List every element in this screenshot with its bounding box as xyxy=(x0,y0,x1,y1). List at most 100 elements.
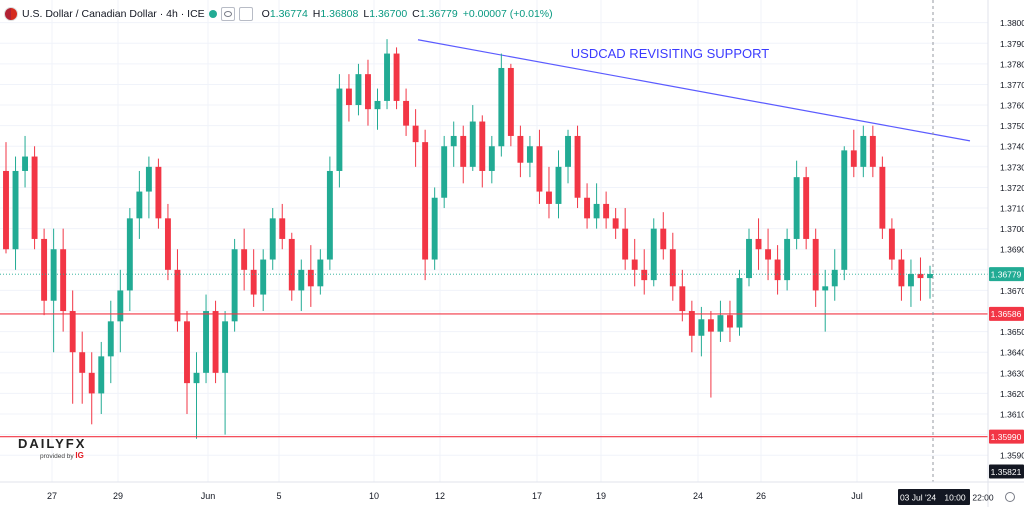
grid xyxy=(0,0,988,482)
candle-up xyxy=(260,249,267,312)
provided-by-text: provided by xyxy=(40,453,74,460)
candle-down xyxy=(612,208,619,239)
candle-up xyxy=(650,218,657,287)
candle-body xyxy=(317,259,324,287)
candle-body xyxy=(612,218,619,229)
candle-body xyxy=(41,238,48,301)
candle-body xyxy=(526,146,533,163)
candle-body xyxy=(822,286,829,291)
ohlc-item: H1.36808 xyxy=(313,8,359,20)
candle-up xyxy=(231,238,238,332)
candle-body xyxy=(850,150,857,167)
candle-up xyxy=(374,88,381,130)
resistance-trendline xyxy=(417,39,971,142)
candle-down xyxy=(307,245,314,307)
ohlc-values: O1.36774 H1.36808 L1.36700 C1.36779 +0.00007… xyxy=(257,8,553,20)
symbol-title[interactable]: U.S. Dollar / Canadian Dollar · 4h · ICE xyxy=(22,8,205,20)
candle-body xyxy=(479,121,486,171)
price-label: 1.36586 xyxy=(991,309,1022,319)
candle-body xyxy=(174,269,181,322)
candle-body xyxy=(717,315,724,332)
ohlc-label: H xyxy=(312,8,321,20)
candle-body xyxy=(345,88,352,106)
candle-down xyxy=(365,59,371,126)
candle-up xyxy=(488,135,495,184)
candle-down xyxy=(631,238,638,287)
candle-up xyxy=(136,170,143,239)
candle-down xyxy=(279,203,286,250)
candle-body xyxy=(707,319,714,332)
candle-up xyxy=(860,125,867,178)
candle-body xyxy=(184,321,190,384)
candle-body xyxy=(393,53,400,101)
candle-body xyxy=(765,249,772,260)
candle-down xyxy=(3,142,9,254)
candle-body xyxy=(88,372,95,394)
candle-up xyxy=(565,129,571,184)
candle-down xyxy=(69,290,76,404)
symbol-legend[interactable]: U.S. Dollar / Canadian Dollar · 4h · ICE… xyxy=(4,6,553,22)
candle-body xyxy=(203,311,209,373)
y-tick-label: 1.36100 xyxy=(1000,410,1024,420)
x-tick-label: 27 xyxy=(47,491,57,501)
x-tick-label: Jul xyxy=(851,491,863,501)
candle-body xyxy=(31,156,38,239)
candle-body xyxy=(755,238,762,250)
candle-down xyxy=(584,183,591,229)
time-axis[interactable]: 27 29 Jun 5 10 12 17 19 24 26 Jul 03 Jul '24 10:00 22… xyxy=(47,489,1015,505)
candle-down xyxy=(898,249,905,301)
candle-down xyxy=(250,249,257,307)
y-tick-label: 1.35900 xyxy=(1000,451,1024,461)
candle-up xyxy=(12,156,19,270)
candle-body xyxy=(145,166,152,192)
candle-body xyxy=(746,238,752,279)
candle-down xyxy=(622,208,629,270)
candle-body xyxy=(641,269,648,281)
candle-body xyxy=(231,249,238,322)
y-tick-label: 1.38000 xyxy=(1000,18,1024,28)
ohlc-item: C1.36779 xyxy=(412,8,458,20)
candle-body xyxy=(517,135,524,163)
price-axis[interactable]: 1.38000 1.37900 1.37800 1.37700 1.37600 1.375… xyxy=(989,18,1024,479)
candle-down xyxy=(679,269,686,322)
candle-body xyxy=(593,203,600,219)
candle-body xyxy=(241,249,248,270)
candle-body xyxy=(803,177,810,239)
candle-body xyxy=(431,197,438,260)
candle-down xyxy=(888,218,895,270)
candle-up xyxy=(298,259,305,312)
candle-up xyxy=(107,300,114,384)
candle-up xyxy=(384,39,390,110)
candle-body xyxy=(212,311,219,373)
settings-box-icon[interactable] xyxy=(238,7,253,21)
candle-body xyxy=(164,218,171,270)
y-tick-label: 1.37500 xyxy=(1000,121,1024,131)
candle-up xyxy=(927,265,933,299)
candle-body xyxy=(22,156,29,171)
candle-body xyxy=(3,170,9,250)
x-tick-label: 10 xyxy=(369,491,379,501)
candle-down xyxy=(669,232,676,301)
y-tick-label: 1.37800 xyxy=(1000,59,1024,69)
y-tick-label: 1.37200 xyxy=(1000,183,1024,193)
candle-down xyxy=(603,191,610,229)
candle-down xyxy=(917,257,924,301)
ig-logo-text: IG xyxy=(75,451,84,460)
candle-up xyxy=(498,53,505,157)
market-status-icon xyxy=(208,10,217,18)
candle-down xyxy=(212,300,219,384)
chart-title: USDCAD REVISITING SUPPORT xyxy=(571,46,769,61)
eye-icon[interactable] xyxy=(220,7,235,21)
y-tick-label: 1.37000 xyxy=(1000,224,1024,234)
candle-body xyxy=(793,177,800,239)
dailyfx-brand: DAILYFX xyxy=(18,436,87,451)
x-tick-label: 12 xyxy=(435,491,445,501)
candle-up xyxy=(222,311,229,435)
candle-body xyxy=(155,166,162,219)
candle-body xyxy=(669,249,676,287)
candle-down xyxy=(774,245,781,295)
y-tick-label: 1.36900 xyxy=(1000,245,1024,255)
candle-body xyxy=(117,290,124,322)
